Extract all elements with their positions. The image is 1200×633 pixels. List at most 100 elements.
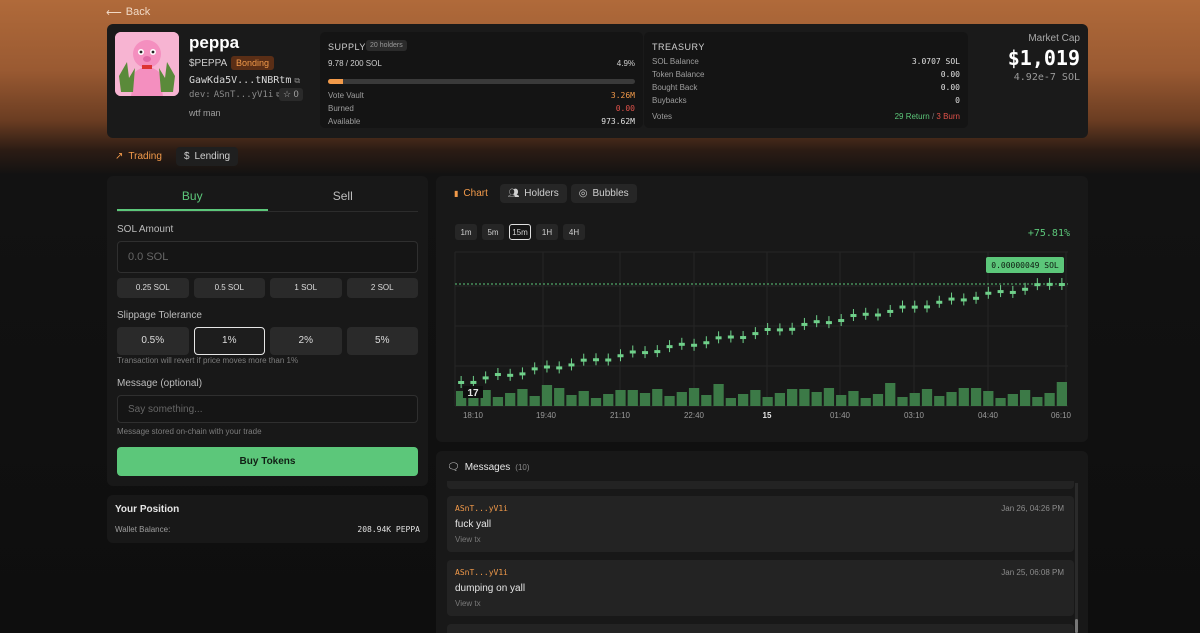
- timeframe-selector: 1m 5m 15m 1H 4H: [455, 224, 585, 240]
- tab-chart[interactable]: ▮ Chart: [446, 184, 496, 203]
- candle: [825, 321, 832, 325]
- token-avatar: [115, 32, 179, 96]
- candle: [482, 376, 489, 380]
- candle: [654, 350, 661, 354]
- quick-amount-button[interactable]: 2 SOL: [346, 278, 418, 298]
- list-item: ASnT...yV1i Jan 26, 04:26 PM fuck yall V…: [447, 496, 1074, 552]
- candle: [519, 372, 526, 376]
- candle: [666, 345, 673, 349]
- candle: [862, 312, 869, 316]
- candle: [1022, 287, 1029, 291]
- treasury-row: Token Balance 0.00: [652, 70, 960, 79]
- candle: [494, 373, 501, 377]
- chart-tabs: ▮ Chart 👥︎ Holders ◎ Bubbles: [446, 184, 637, 203]
- supply-raised: 9.78 / 200 SOL: [328, 59, 382, 68]
- dev-address[interactable]: dev: ASnT...yV1i ⧉: [189, 90, 282, 100]
- tradingview-logo-text: 17: [467, 388, 479, 399]
- candle: [617, 354, 624, 358]
- tab-sell[interactable]: Sell: [332, 189, 353, 203]
- market-cap-sol: 4.92e-7 SOL: [1013, 72, 1080, 83]
- timeframe-button[interactable]: 1m: [455, 224, 477, 240]
- position-title: Your Position: [115, 504, 180, 515]
- candle: [911, 305, 918, 309]
- back-link[interactable]: ⟵ Back: [106, 6, 150, 19]
- buy-sell-tabs: Buy Sell: [117, 184, 418, 212]
- supply-row: Available 973.62M: [328, 117, 635, 126]
- slippage-option[interactable]: 2%: [270, 327, 342, 355]
- slippage-option[interactable]: 0.5%: [117, 327, 189, 355]
- scrollbar-thumb[interactable]: [1075, 619, 1078, 633]
- volume-bar: [627, 390, 638, 406]
- list-item: [447, 624, 1074, 633]
- copy-icon[interactable]: ⧉: [294, 75, 301, 85]
- x-tick-label: 04:40: [978, 411, 999, 420]
- treasury-row-value: 0.00: [940, 70, 960, 79]
- bar-chart-icon: ▮: [454, 189, 459, 198]
- slippage-hint: Transaction will revert if price moves m…: [117, 356, 299, 365]
- x-tick-label: 03:10: [904, 411, 925, 420]
- timeframe-button-selected[interactable]: 15m: [509, 224, 531, 240]
- tab-holders[interactable]: 👥︎ Holders: [499, 184, 567, 203]
- message-label: Message (optional): [117, 378, 203, 389]
- volume-bar: [983, 391, 994, 406]
- timeframe-button[interactable]: 5m: [482, 224, 504, 240]
- volume-bar: [578, 391, 589, 406]
- supply-row-label: Available: [328, 117, 361, 126]
- quick-amount-button[interactable]: 0.25 SOL: [117, 278, 189, 298]
- scrollbar[interactable]: [1075, 483, 1078, 633]
- volume-bar: [456, 391, 467, 406]
- volume-bar: [909, 393, 920, 406]
- tab-bubbles-label: Bubbles: [592, 188, 629, 199]
- volume-bar: [1007, 394, 1018, 406]
- tab-buy[interactable]: Buy: [117, 184, 268, 211]
- price-chart[interactable]: 0.00000049 SOL 17 18:10 19:40 21:10 22:40 15 01…: [436, 176, 1088, 442]
- dollar-icon: $: [183, 151, 190, 162]
- page-tabs: ↗ Trading $ Lending: [107, 147, 239, 166]
- candle: [678, 342, 685, 346]
- volume-bar: [676, 392, 687, 406]
- view-tx-link[interactable]: View tx: [455, 535, 481, 544]
- star-button[interactable]: ☆ 0: [279, 88, 303, 101]
- candle: [973, 296, 980, 300]
- x-tick-label: 18:10: [463, 411, 484, 420]
- buy-tokens-button[interactable]: Buy Tokens: [117, 447, 418, 476]
- tab-lending[interactable]: $ Lending: [175, 147, 239, 166]
- view-tx-link[interactable]: View tx: [455, 599, 481, 608]
- supply-percent: 4.9%: [616, 59, 635, 68]
- message-input[interactable]: Say something...: [117, 395, 418, 423]
- votes-burn: 3 Burn: [936, 112, 960, 121]
- tab-chart-label: Chart: [463, 188, 488, 199]
- quick-amount-button[interactable]: 0.5 SOL: [193, 278, 265, 298]
- volume-bar: [701, 395, 712, 406]
- sol-amount-input[interactable]: 0.0 SOL: [117, 241, 418, 273]
- messages-header: 🗨︎ Messages (10): [447, 462, 530, 473]
- message-user[interactable]: ASnT...yV1i: [455, 568, 508, 577]
- tab-bubbles[interactable]: ◎ Bubbles: [570, 184, 637, 203]
- quick-amount-button[interactable]: 1 SOL: [270, 278, 342, 298]
- timeframe-button[interactable]: 4H: [563, 224, 585, 240]
- candle: [776, 328, 783, 332]
- slippage-option-selected[interactable]: 1%: [193, 327, 265, 355]
- volume-bar: [652, 389, 663, 406]
- price-tag: [986, 257, 1064, 273]
- candle: [838, 319, 845, 323]
- volume-bar: [713, 384, 724, 406]
- message-user[interactable]: ASnT...yV1i: [455, 504, 508, 513]
- tab-holders-label: Holders: [524, 188, 559, 199]
- tab-trading-label: Trading: [128, 151, 162, 162]
- candle: [715, 336, 722, 340]
- supply-progress-row: 9.78 / 200 SOL 4.9%: [328, 59, 635, 68]
- messages-panel: 🗨︎ Messages (10) ASnT...yV1i Jan 26, 04:…: [436, 451, 1088, 633]
- volume-bar: [921, 389, 933, 406]
- timeframe-button[interactable]: 1H: [536, 224, 558, 240]
- tab-trading[interactable]: ↗ Trading: [107, 147, 170, 166]
- token-address[interactable]: GawKda5V...tNBRtm ⧉: [189, 75, 300, 86]
- slippage-option[interactable]: 5%: [346, 327, 418, 355]
- candle: [813, 320, 820, 324]
- candle: [789, 327, 796, 331]
- volume-bar: [750, 390, 761, 406]
- tradingview-logo: [463, 386, 483, 398]
- candle: [507, 373, 514, 377]
- star-count: 0: [293, 89, 299, 99]
- candle: [543, 365, 550, 369]
